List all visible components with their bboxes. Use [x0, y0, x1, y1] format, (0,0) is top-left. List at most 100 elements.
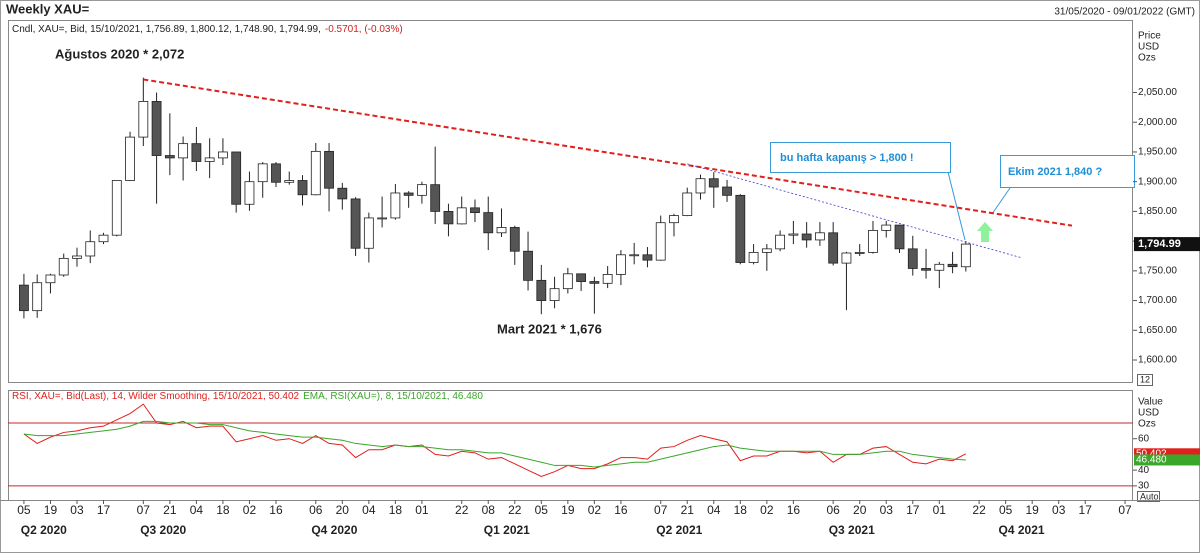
chart-title: Weekly XAU=	[6, 1, 90, 16]
x-tick-label: 21	[163, 503, 177, 517]
x-tick-label: 06	[826, 503, 840, 517]
up-arrow	[977, 222, 993, 242]
candle-body	[589, 281, 600, 284]
x-tick-label: 19	[44, 503, 58, 517]
candle-body	[642, 254, 653, 261]
candle-body	[363, 217, 374, 249]
callout-connector	[991, 187, 1011, 215]
candle-body	[761, 248, 772, 253]
x-tick-label: 02	[760, 503, 774, 517]
candle-body	[921, 268, 931, 271]
candle-body	[430, 184, 441, 212]
y-tick-label: 1,750.00	[1138, 265, 1177, 276]
x-tick-label: 01	[415, 503, 429, 517]
x-tick-label: 04	[190, 503, 204, 517]
candle-body	[310, 150, 321, 196]
candle-body	[483, 212, 494, 234]
candle-body	[960, 243, 971, 268]
candle-body	[164, 155, 175, 159]
x-tick-label: 17	[97, 503, 111, 517]
candle-body	[523, 250, 533, 281]
callout-box	[770, 142, 951, 173]
last-price-label: 1,794.99	[1138, 238, 1181, 250]
candle-body	[934, 263, 945, 271]
candle-body	[271, 163, 281, 183]
candle-body	[178, 143, 189, 159]
candle-body	[629, 254, 640, 257]
candle-body	[881, 224, 892, 231]
candle-body	[218, 151, 228, 159]
last-value-label: 50.402	[1136, 448, 1167, 459]
x-tick-label: 22	[455, 503, 469, 517]
candle-body	[907, 248, 918, 269]
y-tick-label: 2,050.00	[1138, 87, 1177, 98]
candle-body	[297, 180, 308, 196]
candle-body	[456, 207, 467, 225]
y-tick-label: 40	[1138, 465, 1150, 476]
axis-label: Ozs	[1138, 53, 1156, 64]
y-tick-label: 2,000.00	[1138, 117, 1177, 128]
x-tick-label: 07	[1118, 503, 1132, 517]
x-tick-label: 06	[309, 503, 323, 517]
y-tick-label: 60	[1138, 433, 1150, 444]
trendline	[687, 163, 1022, 259]
quarter-label: Q4 2021	[999, 523, 1045, 537]
candle-body	[562, 273, 573, 290]
auto-box[interactable]	[1137, 491, 1160, 502]
candle-body	[775, 234, 786, 250]
y-tick-label: 1,950.00	[1138, 147, 1177, 158]
x-tick-label: 16	[269, 503, 283, 517]
x-tick-label: 03	[70, 503, 84, 517]
quarter-label: Q2 2020	[21, 523, 67, 537]
candle-body	[191, 143, 202, 162]
x-tick-label: 07	[654, 503, 668, 517]
candle-body	[735, 194, 746, 263]
x-tick-label: 18	[734, 503, 748, 517]
legend-entry: RSI, XAU=, Bid(Last), 14, Wilder Smoothi…	[12, 391, 300, 402]
x-tick-label: 22	[508, 503, 522, 517]
scale-box-label: 12	[1140, 374, 1150, 384]
scale-box[interactable]	[1137, 374, 1153, 386]
candle-body	[470, 207, 480, 213]
quarter-label: Q1 2021	[484, 523, 530, 537]
y-tick-label: 1,650.00	[1138, 325, 1177, 336]
date-range: 31/05/2020 - 09/01/2022 (GMT)	[1054, 7, 1195, 18]
candle-body	[801, 233, 812, 241]
candle-body	[841, 252, 852, 264]
candle-body	[85, 241, 96, 257]
trendline	[143, 78, 1073, 227]
candle-body	[324, 150, 334, 189]
candle-body	[669, 215, 679, 224]
indicator-line	[23, 403, 967, 477]
candle-body	[58, 257, 69, 276]
y-tick-label: 1,900.00	[1138, 176, 1177, 187]
y-tick-label: 1,600.00	[1138, 355, 1177, 366]
x-tick-label: 03	[1052, 503, 1066, 517]
candle-body	[204, 157, 215, 162]
x-tick-label: 05	[17, 503, 31, 517]
x-tick-label: 16	[614, 503, 628, 517]
x-tick-label: 03	[880, 503, 894, 517]
quarter-label: Q3 2021	[829, 523, 875, 537]
quarter-label: Q2 2021	[656, 523, 702, 537]
info: Cndl, XAU=, Bid, 15/10/2021, 1,756.89, 1…	[12, 24, 321, 35]
candle-body	[655, 222, 666, 261]
x-tick-label: 20	[853, 503, 867, 517]
annotation: Ağustos 2020 * 2,072	[55, 46, 184, 61]
legend-entry: EMA, RSI(XAU=), 8, 15/10/2021, 46.480	[303, 391, 483, 402]
y-tick-label: 30	[1138, 480, 1150, 491]
x-tick-label: 22	[972, 503, 986, 517]
candle-body	[284, 180, 295, 183]
change: -0.5701, (-0.03%)	[325, 24, 403, 35]
candle-body	[98, 234, 109, 243]
candle-body	[390, 192, 401, 219]
candle-body	[536, 279, 547, 301]
candle-body	[549, 288, 560, 301]
candle-body	[815, 232, 825, 241]
x-tick-label: 01	[933, 503, 947, 517]
callout-box	[1000, 155, 1135, 188]
last-value-box	[1134, 454, 1200, 466]
callout: bu hafta kapanış > 1,800 !	[780, 152, 914, 164]
